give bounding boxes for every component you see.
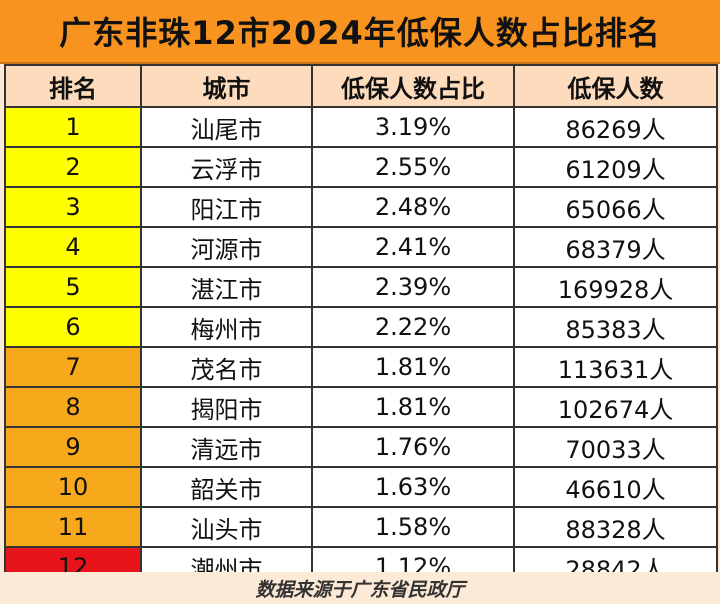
city-cell: 茂名市 <box>140 346 313 388</box>
population-cell: 85383人 <box>513 306 718 348</box>
city-cell: 汕头市 <box>140 506 313 548</box>
header-population: 低保人数 <box>513 64 718 108</box>
population-cell: 102674人 <box>513 386 718 428</box>
city-cell: 梅州市 <box>140 306 313 348</box>
rank-cell: 3 <box>4 186 142 228</box>
table-row: 5 湛江市 2.39% 169928人 <box>4 266 718 308</box>
city-cell: 河源市 <box>140 226 313 268</box>
rank-cell: 4 <box>4 226 142 268</box>
rank-cell: 5 <box>4 266 142 308</box>
percentage-cell: 1.81% <box>311 346 515 388</box>
source-note: 数据来源于广东省民政厅 <box>255 578 465 601</box>
percentage-cell: 2.55% <box>311 146 515 188</box>
table-row: 1 汕尾市 3.19% 86269人 <box>4 106 718 148</box>
percentage-cell: 1.63% <box>311 466 515 508</box>
rank-cell: 8 <box>4 386 142 428</box>
population-cell: 86269人 <box>513 106 718 148</box>
city-cell: 韶关市 <box>140 466 313 508</box>
table-row: 10 韶关市 1.63% 46610人 <box>4 466 718 508</box>
header-percentage: 低保人数占比 <box>311 64 515 108</box>
population-cell: 65066人 <box>513 186 718 228</box>
city-cell: 汕尾市 <box>140 106 313 148</box>
population-cell: 61209人 <box>513 146 718 188</box>
rank-cell: 1 <box>4 106 142 148</box>
table-row: 7 茂名市 1.81% 113631人 <box>4 346 718 388</box>
city-cell: 揭阳市 <box>140 386 313 428</box>
population-cell: 46610人 <box>513 466 718 508</box>
city-cell: 云浮市 <box>140 146 313 188</box>
city-cell: 湛江市 <box>140 266 313 308</box>
percentage-cell: 1.58% <box>311 506 515 548</box>
percentage-cell: 2.41% <box>311 226 515 268</box>
percentage-cell: 1.76% <box>311 426 515 468</box>
city-cell: 阳江市 <box>140 186 313 228</box>
table-row: 2 云浮市 2.55% 61209人 <box>4 146 718 188</box>
percentage-cell: 2.22% <box>311 306 515 348</box>
table-body: 1 汕尾市 3.19% 86269人 2 云浮市 2.55% 61209人 3 阳江市 2.48% 6… <box>4 106 718 588</box>
population-cell: 70033人 <box>513 426 718 468</box>
percentage-cell: 1.81% <box>311 386 515 428</box>
rank-cell: 10 <box>4 466 142 508</box>
population-cell: 169928人 <box>513 266 718 308</box>
rank-cell: 11 <box>4 506 142 548</box>
percentage-cell: 3.19% <box>311 106 515 148</box>
ranking-table: 排名 城市 低保人数占比 低保人数 1 汕尾市 3.19% 86269人 2 云浮市 2.5… <box>4 64 718 588</box>
population-cell: 113631人 <box>513 346 718 388</box>
table-row: 8 揭阳市 1.81% 102674人 <box>4 386 718 428</box>
rank-cell: 9 <box>4 426 142 468</box>
table-row: 6 梅州市 2.22% 85383人 <box>4 306 718 348</box>
table-row: 9 清远市 1.76% 70033人 <box>4 426 718 468</box>
population-cell: 68379人 <box>513 226 718 268</box>
header-city: 城市 <box>140 64 313 108</box>
rank-cell: 2 <box>4 146 142 188</box>
rank-cell: 7 <box>4 346 142 388</box>
table-row: 3 阳江市 2.48% 65066人 <box>4 186 718 228</box>
footer: 数据来源于广东省民政厅 <box>0 572 720 604</box>
chart-title: 广东非珠12市2024年低保人数占比排名 <box>59 14 661 52</box>
city-cell: 清远市 <box>140 426 313 468</box>
percentage-cell: 2.48% <box>311 186 515 228</box>
header-rank: 排名 <box>4 64 142 108</box>
table-header-row: 排名 城市 低保人数占比 低保人数 <box>4 64 718 108</box>
population-cell: 88328人 <box>513 506 718 548</box>
table-row: 4 河源市 2.41% 68379人 <box>4 226 718 268</box>
title-bar: 广东非珠12市2024年低保人数占比排名 <box>0 0 720 64</box>
table-row: 11 汕头市 1.58% 88328人 <box>4 506 718 548</box>
rank-cell: 6 <box>4 306 142 348</box>
percentage-cell: 2.39% <box>311 266 515 308</box>
